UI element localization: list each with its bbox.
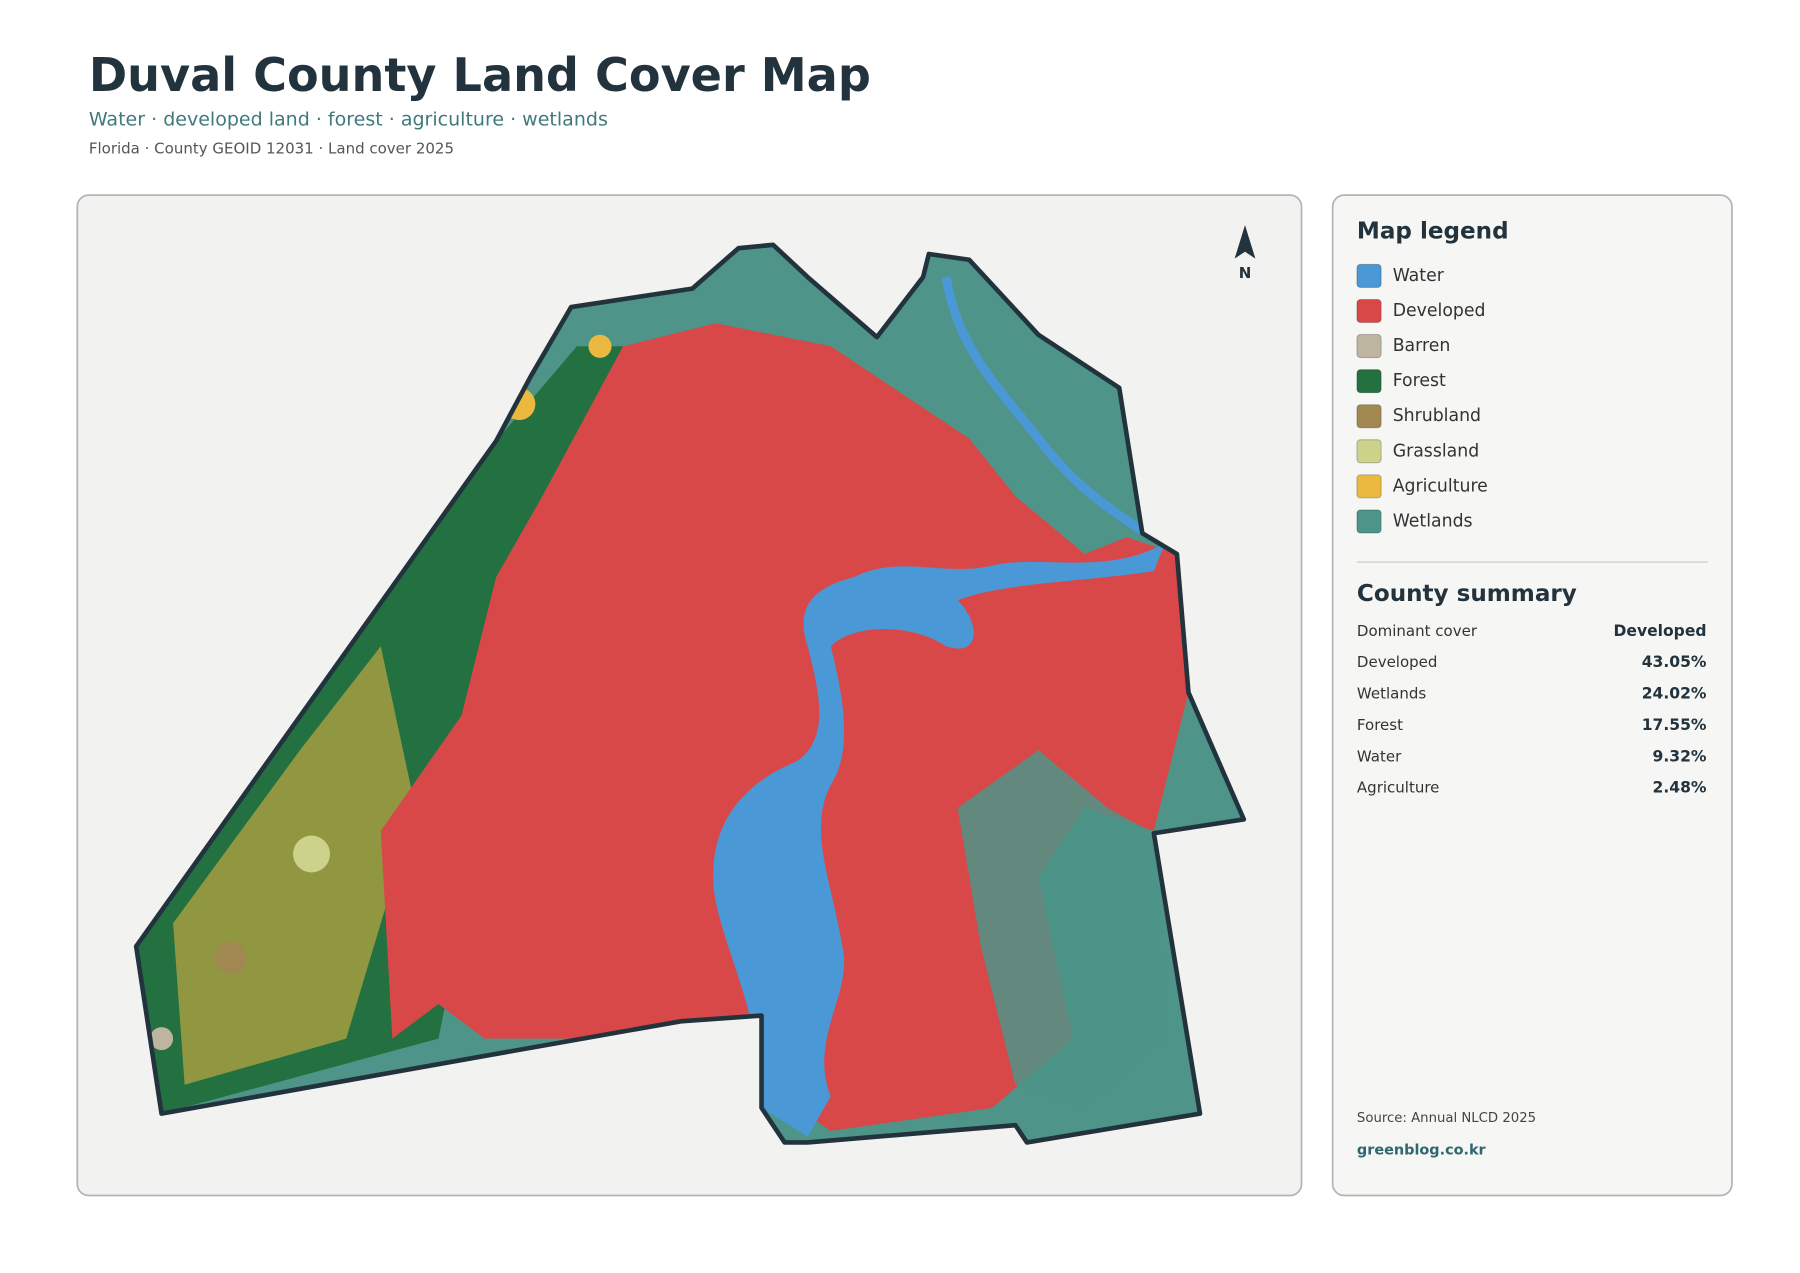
summary-label: Agriculture: [1357, 779, 1440, 797]
legend-label: Grassland: [1393, 441, 1480, 461]
summary-value: 2.48%: [1653, 779, 1707, 797]
source: Source: Annual NLCD 2025: [1357, 1111, 1536, 1126]
summary-value: 24.02%: [1642, 685, 1707, 703]
summary-label: Forest: [1357, 716, 1403, 734]
legend-swatch: [1356, 263, 1382, 288]
summary-title: County summary: [1357, 581, 1577, 607]
grassland-patch: [293, 835, 330, 873]
legend-label: Barren: [1393, 336, 1451, 356]
legend-swatch: [1356, 509, 1382, 534]
agriculture-patch: [588, 334, 612, 358]
intracoastal: [941, 276, 1145, 535]
legend-label: Forest: [1393, 371, 1446, 391]
site: greenblog.co.kr: [1357, 1143, 1487, 1159]
shrubland-patch: [214, 941, 247, 974]
agriculture-area: [173, 646, 416, 1085]
summary-label: Water: [1357, 747, 1402, 765]
legend-label: Developed: [1393, 301, 1486, 321]
summary-value: 9.32%: [1653, 747, 1707, 765]
wetlands-southeast: [957, 750, 1166, 1108]
north-label: N: [1239, 264, 1252, 282]
legend-swatch: [1356, 439, 1382, 464]
legend-swatch: [1356, 334, 1382, 359]
wetlands-north: [830, 265, 1143, 554]
subtitle: Water · developed land · forest · agricu…: [89, 109, 608, 131]
legend-swatch: [1356, 369, 1382, 394]
legend-label: Wetlands: [1393, 511, 1473, 531]
legend-label: Agriculture: [1393, 476, 1488, 496]
summary-value: 43.05%: [1642, 653, 1707, 671]
legend-list: Water Developed Barren Forest Shrubland Grass…: [1356, 263, 1488, 534]
legend-swatch: [1356, 474, 1382, 499]
north-arrow: [1234, 225, 1256, 259]
summary-label: Dominant cover: [1357, 622, 1478, 640]
summary-value: Developed: [1613, 622, 1706, 640]
summary-label: Wetlands: [1357, 685, 1426, 703]
barren-patch: [150, 1027, 174, 1051]
legend-label: Shrubland: [1393, 406, 1481, 426]
legend-panel: [1331, 194, 1733, 1197]
title: Duval County Land Cover Map: [89, 48, 871, 102]
summary-value: 17.55%: [1642, 716, 1707, 734]
legend-swatch: [1356, 404, 1382, 429]
meta: Florida · County GEOID 12031 · Land cove…: [89, 140, 454, 158]
legend-swatch: [1356, 298, 1382, 323]
summary-table: Dominant cover Developed Developed 43.05% We…: [1357, 622, 1707, 797]
st-johns-river: [713, 542, 1166, 1137]
legend-label: Water: [1393, 266, 1445, 286]
legend-title: Map legend: [1357, 219, 1509, 245]
summary-label: Developed: [1357, 653, 1438, 671]
